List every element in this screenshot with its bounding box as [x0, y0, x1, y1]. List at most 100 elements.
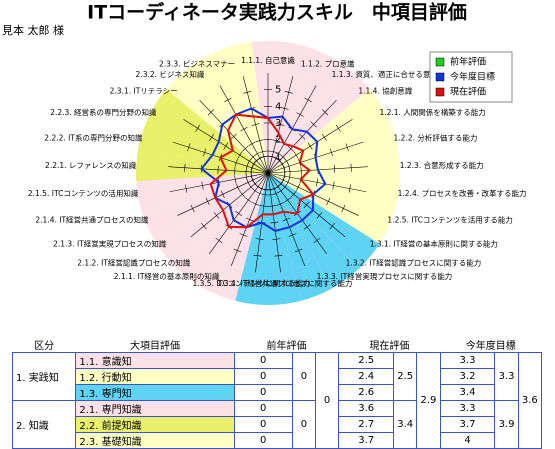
row: 2.2. 前提知識 0 2.7 3.7 [13, 416, 542, 433]
category-label: 1.1.3. 資質、適正に合せる意識 [332, 69, 439, 79]
legend-swatch [435, 87, 445, 97]
header-cell: 前年評価 [266, 341, 307, 352]
series-line [200, 107, 327, 232]
group-target: 3.3 [494, 352, 519, 401]
tick-mark [304, 97, 312, 103]
tick-mark [321, 133, 327, 141]
r-tick-label: 3 [275, 118, 281, 129]
tick-mark [288, 233, 297, 237]
tick-mark [220, 190, 225, 199]
recipient: 見本 太郎 様 [2, 23, 64, 37]
item-current: 2.5 [338, 352, 395, 369]
tick-mark [234, 175, 237, 184]
tick-mark [282, 217, 291, 222]
tick-mark [185, 184, 188, 193]
sector [268, 42, 317, 173]
tick-mark [268, 205, 277, 207]
item-target: 4 [439, 432, 496, 449]
category-label: 1.3.5. ITCコンテンツに関する能力 [192, 278, 310, 288]
tick-mark [316, 178, 319, 187]
summary-table: 区分 大項目評価 前年評価 現在評価 今年度目標 1. 実践知 1.1. 意識知 0 0 0 2.5… [11, 337, 543, 449]
tick-mark [300, 166, 302, 175]
sector [136, 173, 268, 214]
header-cell: 区分 [34, 341, 55, 352]
sector [142, 173, 268, 244]
category-label: 2.1.5. ITCコンテンツの活用知識 [28, 188, 139, 198]
group-target: 3.9 [494, 400, 519, 449]
tick-mark [237, 151, 243, 159]
sector [268, 50, 346, 174]
r-tick-label: 2 [275, 135, 281, 146]
item-current: 2.7 [338, 416, 395, 433]
tick-mark [280, 107, 289, 110]
category-label: 1.1.4. 協創意識 [358, 85, 412, 95]
tick-mark [240, 126, 248, 132]
item-target: 3.3 [439, 400, 496, 417]
tick-mark [335, 124, 341, 132]
sector [268, 173, 394, 244]
sector [235, 173, 268, 305]
tick-mark [284, 90, 293, 94]
tick-mark [307, 142, 313, 150]
tick-mark [190, 204, 195, 213]
sector [268, 148, 401, 182]
tick-mark [255, 238, 264, 240]
category-label: 2.1.1. IT経営の基本原則の知識 [114, 271, 220, 281]
item-prev: 0 [233, 400, 293, 417]
tick-mark [235, 183, 240, 191]
item-name: 1.2. 行動知 [75, 368, 235, 385]
tick-mark [243, 90, 252, 94]
category-label: 2.2.2. IT系の専門分野の知識 [44, 132, 143, 142]
item-target: 3.4 [439, 384, 496, 401]
tick-mark [316, 212, 323, 219]
tick-mark [248, 141, 256, 146]
category-label: 1.1.2. プロ意識 [301, 59, 355, 69]
sector [268, 88, 388, 173]
sector [177, 173, 268, 289]
tick-mark [215, 237, 223, 244]
tick-mark [259, 155, 268, 159]
category-label: 1.3.3. IT経営実現プロセスに関する能力 [317, 271, 453, 281]
category-label: 1.2.3. 合意形成する能力 [400, 160, 484, 170]
sector [268, 173, 359, 289]
tick-mark [255, 139, 264, 142]
tick-mark [253, 254, 262, 257]
tick-mark [270, 221, 279, 224]
sector [268, 173, 380, 270]
tick-mark [303, 201, 310, 209]
overall-current: 2.9 [416, 352, 441, 449]
tick-mark [195, 124, 201, 132]
group-prev: 0 [291, 400, 316, 449]
tick-mark [341, 204, 346, 213]
legend-label: 今年度目標 [450, 71, 495, 83]
tick-mark [251, 123, 260, 126]
legend-swatch [435, 72, 445, 82]
group-current: 3.4 [393, 400, 418, 449]
category-label: 2.3.3. ビジネスマナー [159, 60, 235, 69]
header-row: 区分 大項目評価 前年評価 現在評価 今年度目標 [13, 337, 542, 353]
header-cell: 大項目評価 [130, 341, 181, 352]
sector [268, 173, 301, 305]
header-cell: 現在評価 [369, 341, 410, 352]
item-name: 1.1. 意識知 [75, 352, 235, 369]
category-label: 2.1.2. IT経営認識プロセスの知識 [77, 258, 191, 268]
category-label: 1.2.2. 分析評価する能力 [394, 132, 478, 142]
category-label: 1.2.1. 人間関係を構築する能力 [379, 107, 485, 117]
item-prev: 0 [233, 416, 293, 433]
chart: ITコーディネータ実践力スキル 中項目評価 見本 太郎 様 1.1.1. 自己意… [2, 1, 527, 305]
tick-mark [205, 197, 210, 206]
tick-mark [184, 163, 186, 172]
category-label: 1.1.1. 自己意識 [241, 55, 295, 65]
header-cell: 今年度目標 [465, 341, 516, 352]
tick-mark [201, 222, 207, 230]
sector [148, 88, 268, 173]
tick-mark [310, 121, 317, 128]
category-label: 2.1.4. IT経営共通プロセスの知識 [35, 215, 149, 225]
tick-mark [234, 166, 236, 175]
r-tick-label: 1 [275, 151, 281, 162]
tick-mark [207, 109, 215, 116]
tick-mark [345, 143, 349, 152]
tick-mark [294, 248, 303, 253]
tick-mark [284, 197, 292, 203]
item-current: 3.7 [338, 432, 395, 449]
